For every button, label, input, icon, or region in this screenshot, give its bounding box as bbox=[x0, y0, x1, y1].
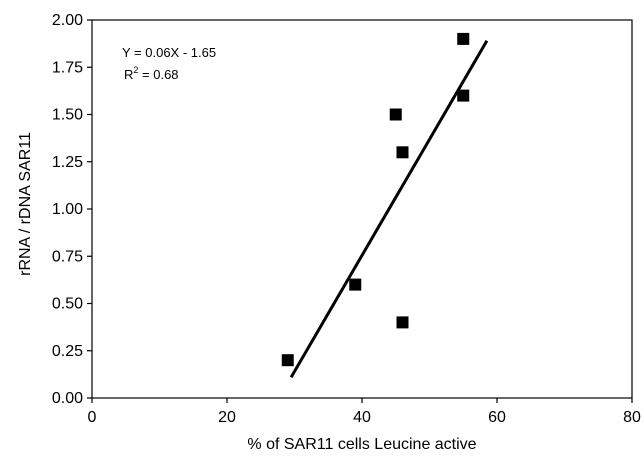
data-point bbox=[396, 316, 409, 329]
x-tick-label: 60 bbox=[488, 409, 506, 426]
r-squared-label: R2 = 0.68 bbox=[124, 65, 179, 82]
x-tick-label: 20 bbox=[218, 409, 236, 426]
r-squared-letter: R bbox=[124, 67, 133, 82]
data-point bbox=[457, 32, 470, 45]
data-points bbox=[281, 32, 470, 367]
y-axis-title: rRNA / rDNA SAR11 bbox=[17, 132, 34, 276]
x-tick-label: 40 bbox=[353, 409, 371, 426]
y-tick-label: 0.00 bbox=[52, 390, 83, 407]
y-tick-label: 1.50 bbox=[52, 107, 83, 124]
x-tick-label: 80 bbox=[623, 409, 641, 426]
data-point bbox=[389, 108, 402, 121]
y-tick-label: 1.25 bbox=[52, 154, 83, 171]
r-squared-value: = 0.68 bbox=[138, 67, 178, 82]
y-tick-label: 0.75 bbox=[52, 248, 83, 265]
y-tick-label: 0.50 bbox=[52, 296, 83, 313]
y-tick-label: 1.75 bbox=[52, 59, 83, 76]
y-tick-label: 2.00 bbox=[52, 12, 83, 29]
x-tick-label: 0 bbox=[88, 409, 97, 426]
data-point bbox=[396, 146, 409, 159]
regression-line bbox=[289, 40, 489, 378]
data-point bbox=[349, 278, 362, 291]
y-tick-label: 0.25 bbox=[52, 343, 83, 360]
y-tick-label: 1.00 bbox=[52, 201, 83, 218]
x-axis-title: % of SAR11 cells Leucine active bbox=[247, 436, 476, 453]
regression-line-group bbox=[289, 40, 489, 378]
data-point bbox=[281, 354, 294, 367]
regression-equation: Y = 0.06X - 1.65 bbox=[122, 45, 216, 60]
data-point bbox=[457, 89, 470, 102]
ticks: 0 20 40 60 80 0.00 0.25 0.50 0.75 1.00 1.25 1.50 1.7… bbox=[52, 12, 641, 426]
r-squared-superscript: 2 bbox=[133, 65, 138, 75]
